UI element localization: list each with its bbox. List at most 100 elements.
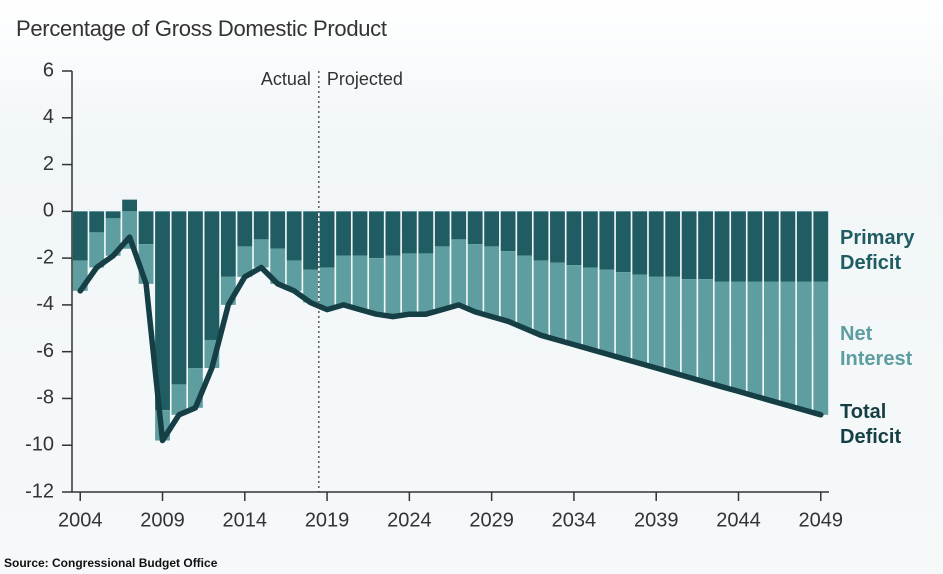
bar [286,211,302,261]
y-tick-label: -2 [36,246,54,268]
bar [401,253,417,315]
bar [122,199,138,212]
bar [533,211,549,261]
bar [418,253,434,315]
y-tick-label: -12 [25,480,54,502]
bar [615,211,631,273]
bar [599,269,615,355]
chart-title: Percentage of Gross Domestic Product [16,16,387,41]
bar [550,262,565,340]
bar [237,211,253,247]
bar [566,211,582,266]
series-label: Primary Deficit [840,227,915,274]
x-tick-label: 2029 [469,509,514,531]
y-tick-label: -8 [36,387,54,409]
source-note: Source: Congressional Budget Office [4,556,218,570]
bar [517,211,532,256]
bar [171,384,187,415]
bar [698,279,713,383]
bar [550,211,565,263]
bar [286,260,302,291]
bar [188,211,203,369]
bar [500,251,516,322]
annotation: Actual [261,69,311,89]
bar [89,232,105,268]
y-tick-label: 6 [43,59,54,81]
bar [681,279,697,378]
bar [731,211,746,282]
bar [780,281,796,406]
bar [434,246,450,310]
y-tick-label: 4 [43,106,54,128]
bar [500,211,516,252]
bar [484,211,500,247]
bar [303,211,319,270]
annotation: Projected [327,69,403,89]
bar [155,211,170,411]
bar [319,211,335,268]
bar [747,211,763,282]
bar [467,211,483,245]
bar [566,265,582,345]
bar [385,255,401,317]
bar [533,260,549,336]
y-tick-label: -10 [25,434,54,456]
bar [451,211,467,240]
bar [632,274,648,364]
x-tick-label: 2009 [140,509,185,531]
bar [648,276,664,369]
bar [171,211,187,385]
bar [632,211,648,275]
x-tick-label: 2014 [223,509,268,531]
bar [582,211,598,268]
bar [796,211,812,282]
bar [780,211,796,282]
bar [204,211,220,340]
bar [615,272,631,359]
bar [763,211,779,282]
bar [714,211,730,282]
bar [418,211,434,254]
bar [731,281,746,392]
bar [582,267,598,350]
y-tick-label: 2 [43,153,54,175]
bar [352,255,368,310]
x-tick-label: 2004 [58,509,103,531]
y-tick-label: -4 [36,293,54,315]
bar [369,258,384,315]
bar [665,276,681,373]
bar [451,239,467,305]
x-tick-label: 2034 [552,509,597,531]
bar [303,269,319,303]
bar [813,211,829,282]
x-tick-label: 2049 [799,509,844,531]
x-tick-label: 2039 [634,509,679,531]
bar [352,211,368,256]
bar [698,211,713,280]
bar [467,244,483,312]
bar [401,211,417,254]
y-tick-label: 0 [43,200,54,222]
bar [253,211,269,240]
bar [681,211,697,280]
bar [714,281,730,387]
bar [72,211,88,261]
bar [237,246,253,277]
bar [517,255,532,329]
bar [599,211,615,270]
bar [220,211,236,277]
bar [270,248,286,284]
bar [336,211,351,256]
bar [253,239,269,268]
x-tick-label: 2019 [305,509,350,531]
bar [138,211,154,245]
x-tick-label: 2044 [716,509,761,531]
bar [319,267,335,310]
series-label: Total Deficit [840,401,902,448]
bar [813,281,829,415]
bar [89,211,105,233]
series-label: Net Interest [840,323,913,370]
bar [665,211,681,277]
bar [369,211,384,259]
